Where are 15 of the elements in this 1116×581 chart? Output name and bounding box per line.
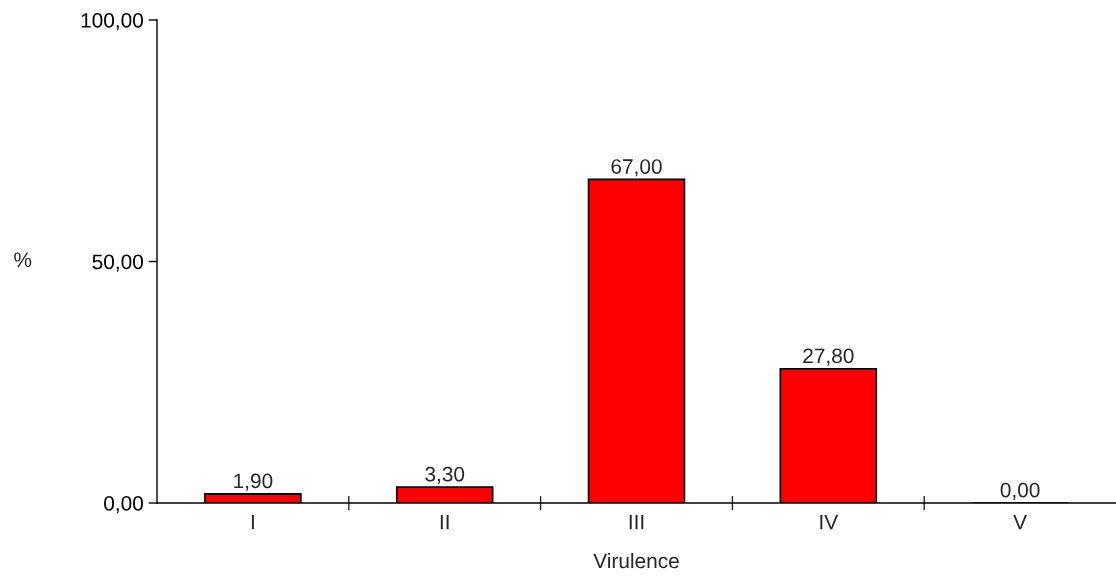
x-tick-label: II (440, 514, 449, 530)
x-tick-label: I (251, 514, 254, 530)
data-label: 3,30 (425, 466, 465, 485)
y-tick-label: 100,00 (81, 13, 143, 31)
data-label: 1,90 (234, 473, 273, 491)
x-tick-label: IV (820, 514, 839, 530)
data-label: 0,00 (1000, 482, 1040, 500)
y-tick-label: 50,00 (92, 254, 143, 272)
x-tick-label: III (629, 514, 644, 530)
data-label: 27,80 (803, 348, 854, 366)
x-axis-title: Virulence (593, 552, 679, 569)
x-tick-label: V (1013, 514, 1027, 530)
y-tick-label: 0,00 (104, 496, 143, 514)
data-label: 67,00 (611, 159, 662, 177)
y-axis-title: % (14, 252, 32, 268)
